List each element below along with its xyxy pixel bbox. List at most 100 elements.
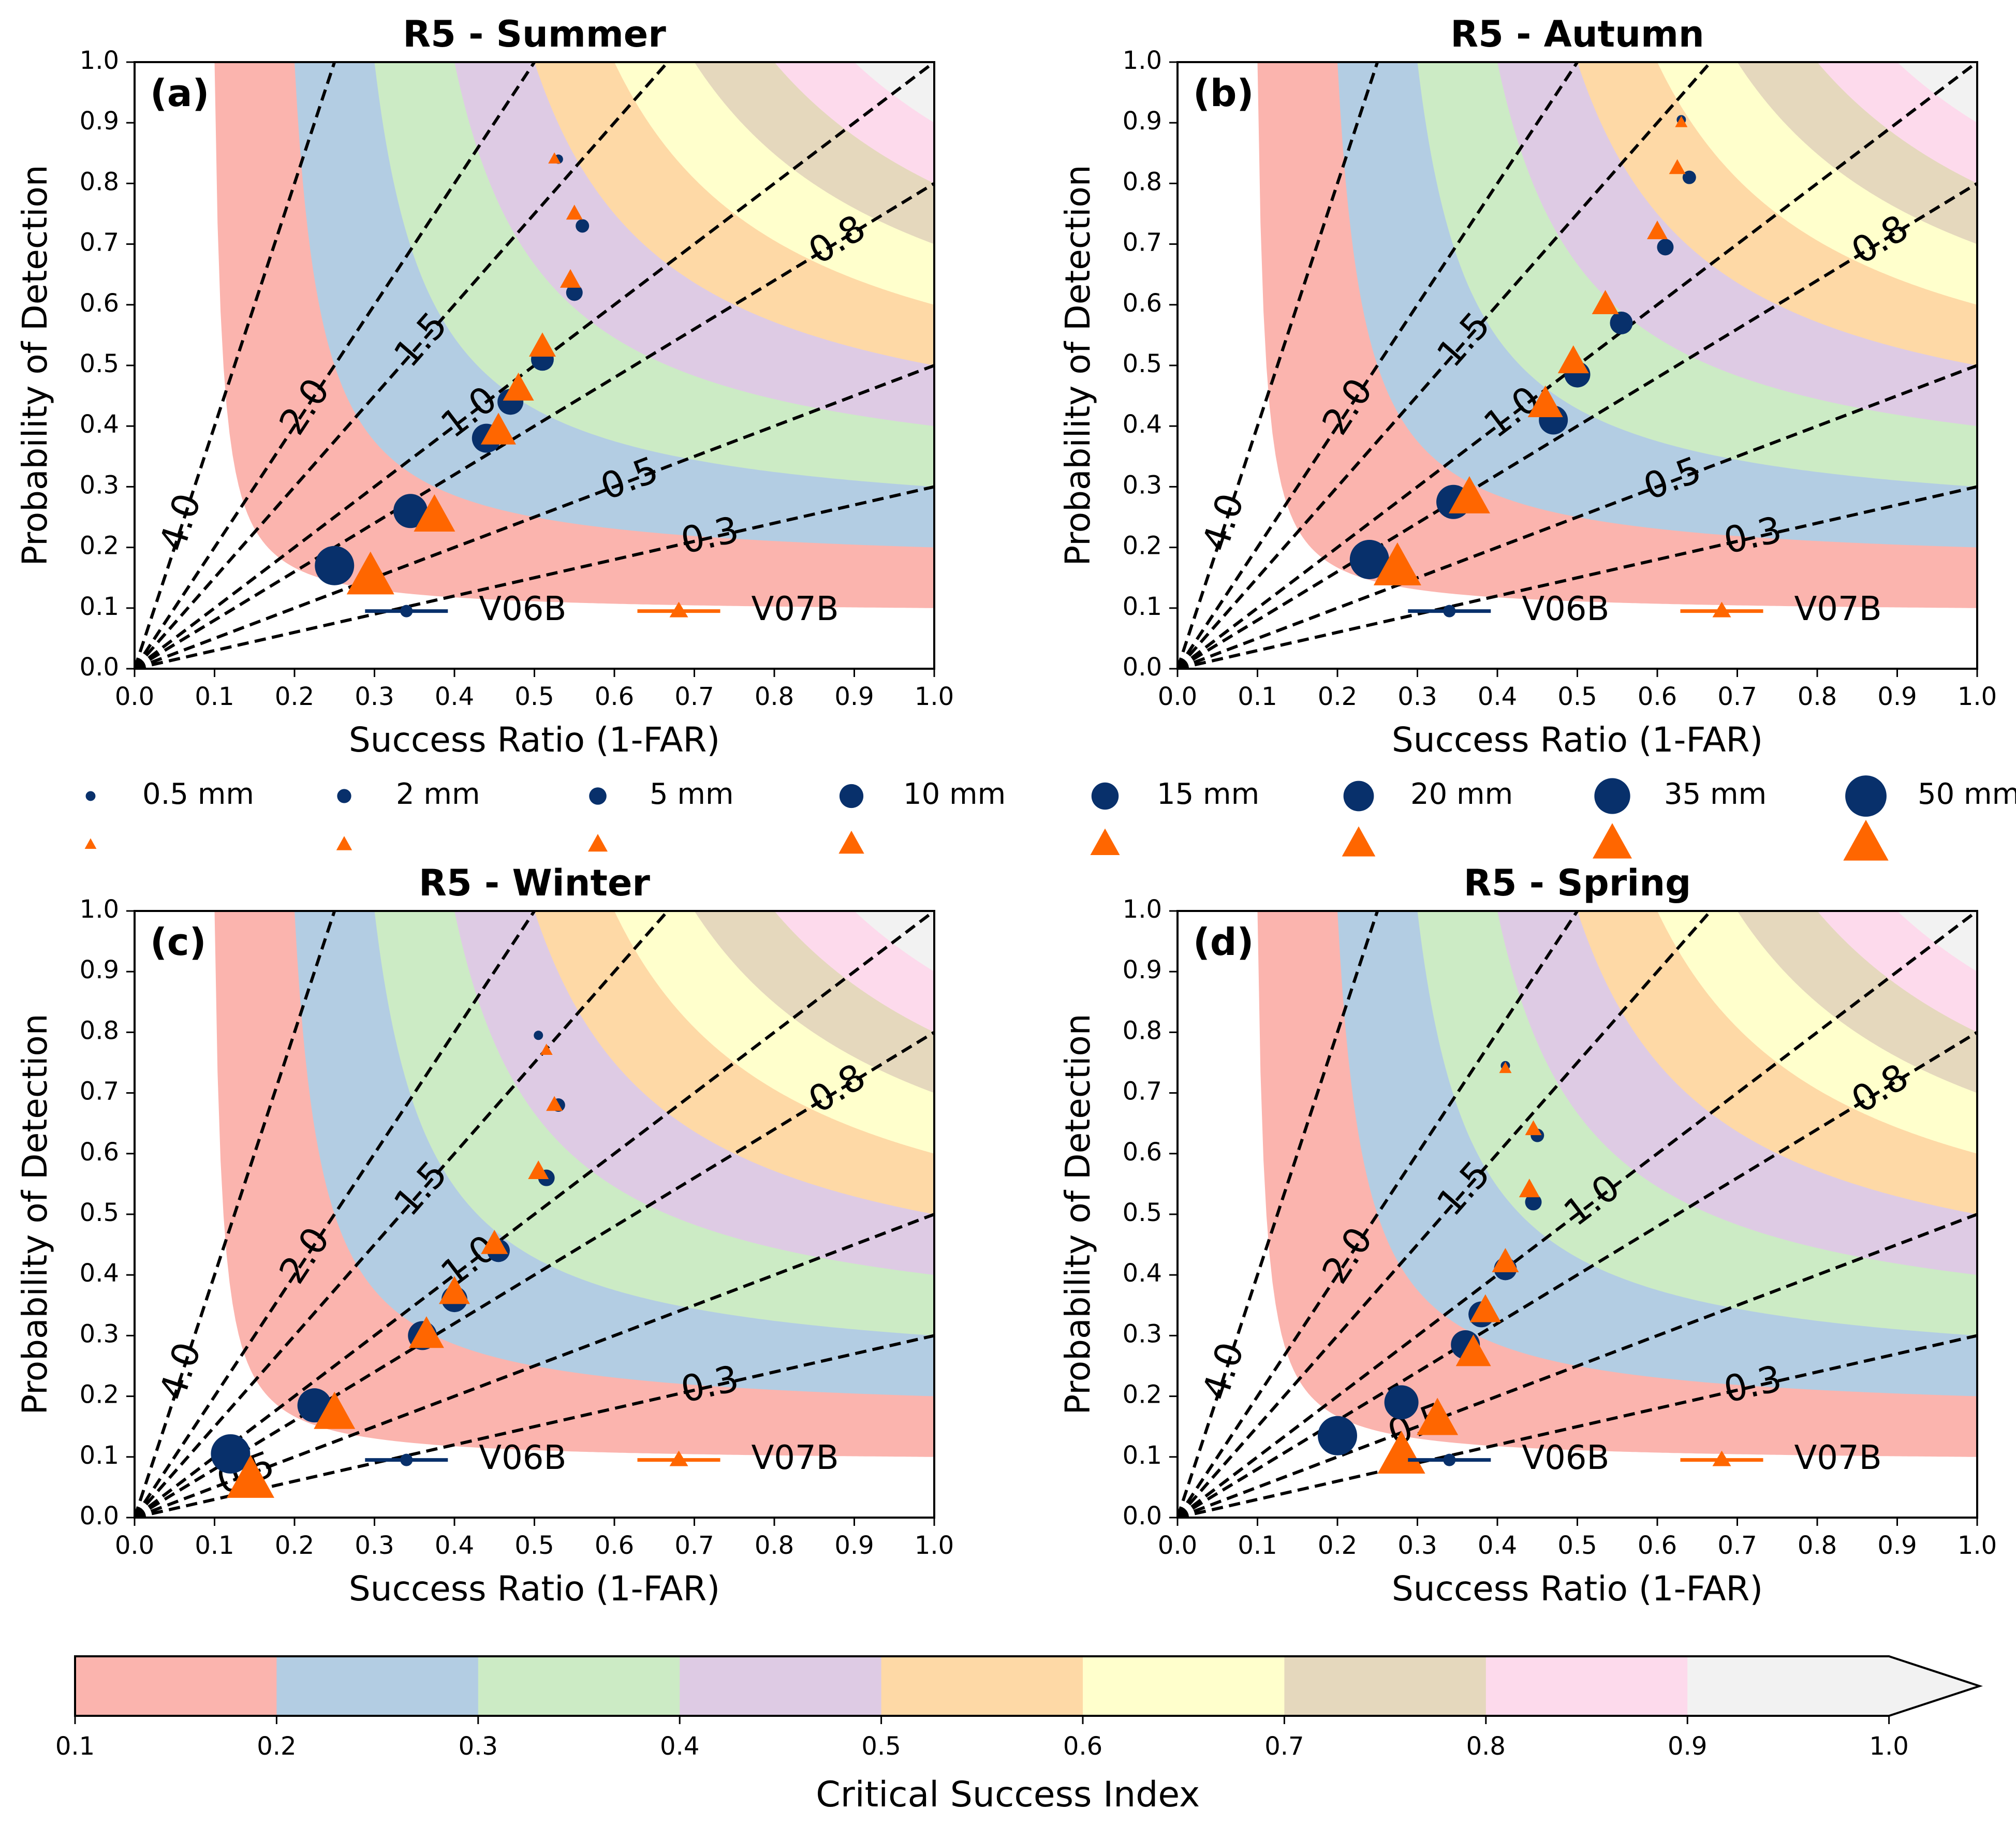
x-tick-label: 0.7: [1717, 682, 1757, 711]
v06b-point: [576, 219, 590, 233]
threshold-triangle-marker: [588, 834, 608, 852]
x-tick-label: 0.5: [1557, 1531, 1597, 1560]
bias-line: [135, 911, 934, 1518]
y-tick-label: 0.5: [1123, 349, 1162, 378]
y-tick-label: 0.8: [1123, 1016, 1162, 1045]
x-tick-label: 0.2: [1318, 1531, 1357, 1560]
y-tick-label: 0.9: [1123, 955, 1162, 984]
v07b-point: [1448, 476, 1490, 513]
bias-line: [135, 62, 669, 669]
v06b-point: [566, 284, 583, 301]
y-tick-label: 0.7: [80, 228, 119, 257]
x-tick-label: 1.0: [1958, 682, 1997, 711]
threshold-circle-marker: [85, 791, 96, 801]
bias-line: [1178, 911, 1579, 1518]
v06b-point: [315, 546, 355, 585]
v07b-point: [439, 1276, 470, 1304]
threshold-label: 2 mm: [396, 777, 480, 811]
x-tick-label: 0.7: [674, 682, 714, 711]
threshold-label: 15 mm: [1157, 777, 1259, 811]
panel-title: R5 - Winter: [419, 862, 650, 904]
v07b-point: [1527, 385, 1563, 417]
bias-line: [135, 1031, 934, 1518]
threshold-triangle-marker: [84, 838, 97, 849]
x-tick-label: 1.0: [915, 1531, 954, 1560]
threshold-label: 35 mm: [1664, 777, 1767, 811]
v06b-point: [1682, 170, 1696, 184]
threshold-label: 10 mm: [903, 777, 1006, 811]
v06b-point: [393, 494, 428, 528]
legend-v06b-marker: [1443, 605, 1456, 617]
bias-line: [135, 364, 934, 669]
y-tick-label: 0.0: [1123, 653, 1162, 682]
bias-line: [135, 485, 934, 669]
legend-v06b-marker: [1443, 1453, 1456, 1466]
bias-line: [135, 1334, 934, 1518]
colorbar-tick-label: 0.3: [459, 1732, 498, 1761]
bias-line: [1178, 62, 1379, 669]
colorbar-tick-label: 0.4: [660, 1732, 699, 1761]
bias-line: [135, 911, 536, 1518]
bias-line: [1178, 1213, 1977, 1518]
y-tick-label: 0.2: [80, 1380, 119, 1409]
y-axis-label: Probability of Detection: [15, 165, 55, 566]
x-tick-label: 0.1: [195, 1531, 234, 1560]
colorbar-extend-arrow: [1687, 1656, 1980, 1716]
v06b-point: [1610, 311, 1633, 334]
y-tick-label: 0.4: [80, 1259, 119, 1288]
y-tick-label: 0.6: [1123, 1138, 1162, 1167]
colorbar-tick-label: 0.7: [1264, 1732, 1304, 1761]
bias-line: [135, 911, 336, 1518]
v06b-point: [1384, 1385, 1419, 1420]
bias-line: [135, 182, 934, 669]
bias-line: [1178, 911, 1379, 1518]
v07b-point: [1519, 1179, 1540, 1198]
x-tick-label: 0.4: [435, 682, 474, 711]
x-tick-label: 0.9: [1877, 682, 1917, 711]
v07b-point: [503, 372, 534, 401]
csi-background: 4.02.01.51.00.80.30.5: [135, 911, 934, 1518]
x-tick-label: 0.5: [514, 682, 554, 711]
x-axis-label: Success Ratio (1-FAR): [349, 720, 720, 760]
colorbar-segment: [1485, 1656, 1688, 1716]
y-tick-label: 0.7: [1123, 228, 1162, 257]
legend-v06b-marker: [400, 1453, 413, 1466]
y-axis-label: Probability of Detection: [1058, 165, 1098, 566]
threshold-triangle-marker: [1593, 823, 1632, 859]
x-tick-label: 0.8: [1798, 682, 1837, 711]
threshold-circle-marker: [337, 789, 351, 803]
threshold-circle-marker: [1343, 781, 1374, 812]
x-tick-label: 0.1: [195, 682, 234, 711]
y-tick-label: 0.3: [1123, 1319, 1162, 1348]
v07b-point: [1592, 290, 1619, 314]
colorbar-label: Critical Success Index: [816, 1774, 1200, 1815]
y-tick-label: 0.3: [1123, 470, 1162, 499]
v07b-point: [1417, 1398, 1459, 1435]
legend-v07b-label: V07B: [752, 1439, 839, 1477]
legend-v06b-label: V06B: [1522, 1439, 1609, 1477]
legend-v06b-label: V06B: [1522, 590, 1609, 628]
v06b-point: [211, 1434, 251, 1474]
x-tick-label: 0.4: [1478, 1531, 1517, 1560]
panel-letter: (c): [150, 920, 207, 964]
x-tick-label: 0.7: [1717, 1531, 1757, 1560]
legend-v07b-marker: [669, 601, 688, 617]
x-tick-label: 0.5: [514, 1531, 554, 1560]
threshold-circle-marker: [1594, 778, 1630, 814]
x-tick-label: 0.0: [1158, 1531, 1197, 1560]
threshold-label: 0.5 mm: [142, 777, 254, 811]
legend-v06b-label: V06B: [479, 590, 566, 628]
colorbar-segment: [1284, 1656, 1487, 1716]
y-tick-label: 0.9: [1123, 107, 1162, 136]
panel-title: R5 - Autumn: [1450, 13, 1704, 55]
x-tick-label: 0.9: [1877, 1531, 1917, 1560]
x-tick-label: 0.0: [115, 682, 154, 711]
y-tick-label: 0.6: [80, 1138, 119, 1167]
bias-line: [1178, 62, 1579, 669]
threshold-circle-marker: [839, 784, 864, 808]
bias-line: [135, 1213, 934, 1518]
x-tick-label: 0.2: [275, 1531, 314, 1560]
y-tick-label: 0.1: [1123, 1441, 1162, 1470]
